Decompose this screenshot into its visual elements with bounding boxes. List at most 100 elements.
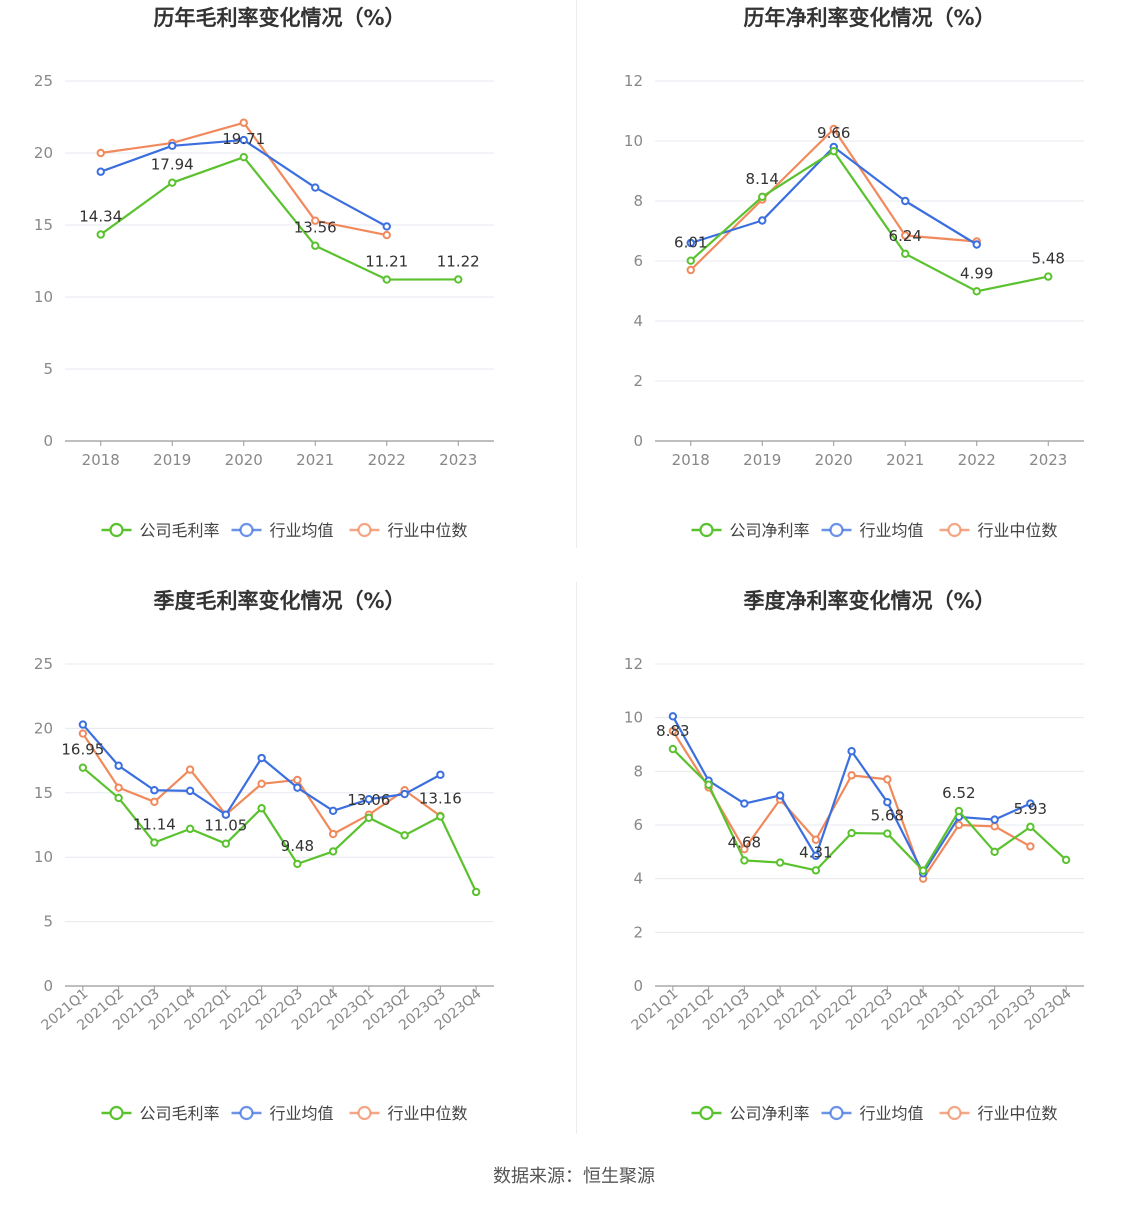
data-point-company[interactable]: [1044, 272, 1053, 281]
data-point-company[interactable]: [239, 152, 248, 162]
data-point-average[interactable]: [328, 806, 338, 816]
data-point-average[interactable]: [293, 783, 302, 792]
legend-item-median[interactable]: 行业中位数: [939, 1104, 1058, 1123]
data-point-company[interactable]: [901, 249, 910, 259]
data-point-median[interactable]: [293, 775, 302, 785]
data-point-average[interactable]: [168, 141, 177, 151]
data-point-average[interactable]: [311, 183, 320, 192]
data-point-average[interactable]: [239, 135, 248, 145]
data-point-median[interactable]: [239, 118, 248, 127]
data-point-company[interactable]: [311, 241, 320, 250]
data-point-average[interactable]: [972, 240, 981, 249]
data-point-average[interactable]: [883, 797, 892, 807]
data-point-average[interactable]: [185, 786, 195, 796]
data-point-average[interactable]: [758, 216, 767, 225]
legend-item-company[interactable]: 公司毛利率: [101, 521, 220, 540]
data-point-average[interactable]: [668, 712, 678, 721]
legend-item-company[interactable]: 公司毛利率: [101, 1104, 220, 1123]
data-point-median[interactable]: [311, 216, 320, 225]
data-point-median[interactable]: [883, 775, 892, 784]
data-point-median[interactable]: [185, 765, 195, 774]
data-point-median[interactable]: [740, 844, 749, 854]
data-point-median[interactable]: [150, 797, 159, 807]
data-point-median[interactable]: [382, 230, 391, 240]
data-point-average[interactable]: [150, 786, 159, 795]
data-point-median[interactable]: [328, 829, 338, 839]
legend-item-median[interactable]: 行业中位数: [939, 521, 1058, 540]
data-point-median[interactable]: [78, 729, 88, 738]
data-point-company[interactable]: [293, 859, 302, 869]
data-point-company[interactable]: [114, 793, 123, 803]
data-point-company[interactable]: [168, 178, 177, 187]
data-point-company[interactable]: [704, 780, 713, 789]
data-point-average[interactable]: [400, 789, 409, 799]
data-point-company[interactable]: [150, 838, 159, 847]
data-point-average[interactable]: [686, 238, 695, 248]
data-point-company[interactable]: [740, 856, 749, 865]
legend-item-company[interactable]: 公司净利率: [691, 521, 810, 540]
data-point-company[interactable]: [972, 287, 981, 296]
data-point-company[interactable]: [257, 804, 266, 813]
data-point-median[interactable]: [1026, 842, 1035, 851]
data-point-average[interactable]: [78, 720, 88, 729]
y-tick-label: 25: [34, 655, 53, 673]
data-point-average[interactable]: [257, 753, 266, 763]
data-point-company[interactable]: [96, 230, 105, 239]
data-point-median[interactable]: [829, 124, 838, 134]
data-point-company[interactable]: [471, 887, 481, 897]
data-point-company[interactable]: [775, 858, 785, 867]
data-point-company[interactable]: [1061, 855, 1071, 865]
data-point-company[interactable]: [954, 806, 964, 816]
legend-item-median[interactable]: 行业中位数: [349, 1104, 468, 1123]
data-point-average[interactable]: [901, 196, 910, 206]
data-point-average[interactable]: [847, 747, 856, 756]
data-point-median[interactable]: [114, 783, 123, 792]
data-point-median[interactable]: [990, 822, 999, 831]
data-point-company[interactable]: [758, 192, 767, 202]
data-point-company[interactable]: [221, 839, 231, 848]
data-point-average[interactable]: [364, 795, 374, 804]
data-point-company[interactable]: [686, 256, 695, 265]
data-point-median[interactable]: [668, 726, 678, 736]
data-point-median[interactable]: [847, 771, 856, 780]
data-point-average[interactable]: [114, 761, 123, 770]
data-point-median[interactable]: [686, 265, 695, 275]
data-point-company[interactable]: [829, 147, 838, 156]
data-point-median[interactable]: [954, 820, 964, 830]
data-point-median[interactable]: [257, 779, 266, 788]
data-point-company[interactable]: [1026, 822, 1035, 832]
data-point-company[interactable]: [990, 847, 999, 857]
data-point-average[interactable]: [96, 167, 105, 176]
data-point-company[interactable]: [328, 847, 338, 856]
data-point-median[interactable]: [901, 231, 910, 240]
data-point-average[interactable]: [221, 810, 231, 819]
x-tick-label: 2020: [225, 451, 263, 469]
data-point-average[interactable]: [740, 799, 749, 808]
data-point-average[interactable]: [436, 770, 445, 779]
data-point-company[interactable]: [668, 744, 678, 754]
data-point-average[interactable]: [990, 815, 999, 824]
data-point-company[interactable]: [400, 831, 409, 840]
data-point-average[interactable]: [382, 222, 391, 231]
data-point-company[interactable]: [185, 824, 195, 834]
data-point-median[interactable]: [811, 835, 821, 844]
data-point-company[interactable]: [364, 813, 374, 822]
data-point-company[interactable]: [918, 866, 928, 875]
data-point-company[interactable]: [78, 763, 88, 772]
data-point-company[interactable]: [847, 828, 856, 838]
data-point-company[interactable]: [382, 275, 391, 284]
legend-item-average[interactable]: 行业均值: [231, 1104, 334, 1123]
data-point-median[interactable]: [96, 148, 105, 158]
legend-item-average[interactable]: 行业均值: [821, 1104, 924, 1123]
data-point-company[interactable]: [454, 275, 463, 284]
legend-item-average[interactable]: 行业均值: [231, 521, 334, 540]
data-point-company[interactable]: [436, 812, 445, 821]
legend-item-company[interactable]: 公司净利率: [691, 1104, 810, 1123]
data-point-average[interactable]: [811, 851, 821, 861]
legend-item-average[interactable]: 行业均值: [821, 521, 924, 540]
legend-item-median[interactable]: 行业中位数: [349, 521, 468, 540]
data-point-company[interactable]: [883, 829, 892, 838]
data-point-company[interactable]: [811, 866, 821, 875]
data-point-average[interactable]: [775, 791, 785, 800]
data-point-average[interactable]: [1026, 799, 1035, 808]
